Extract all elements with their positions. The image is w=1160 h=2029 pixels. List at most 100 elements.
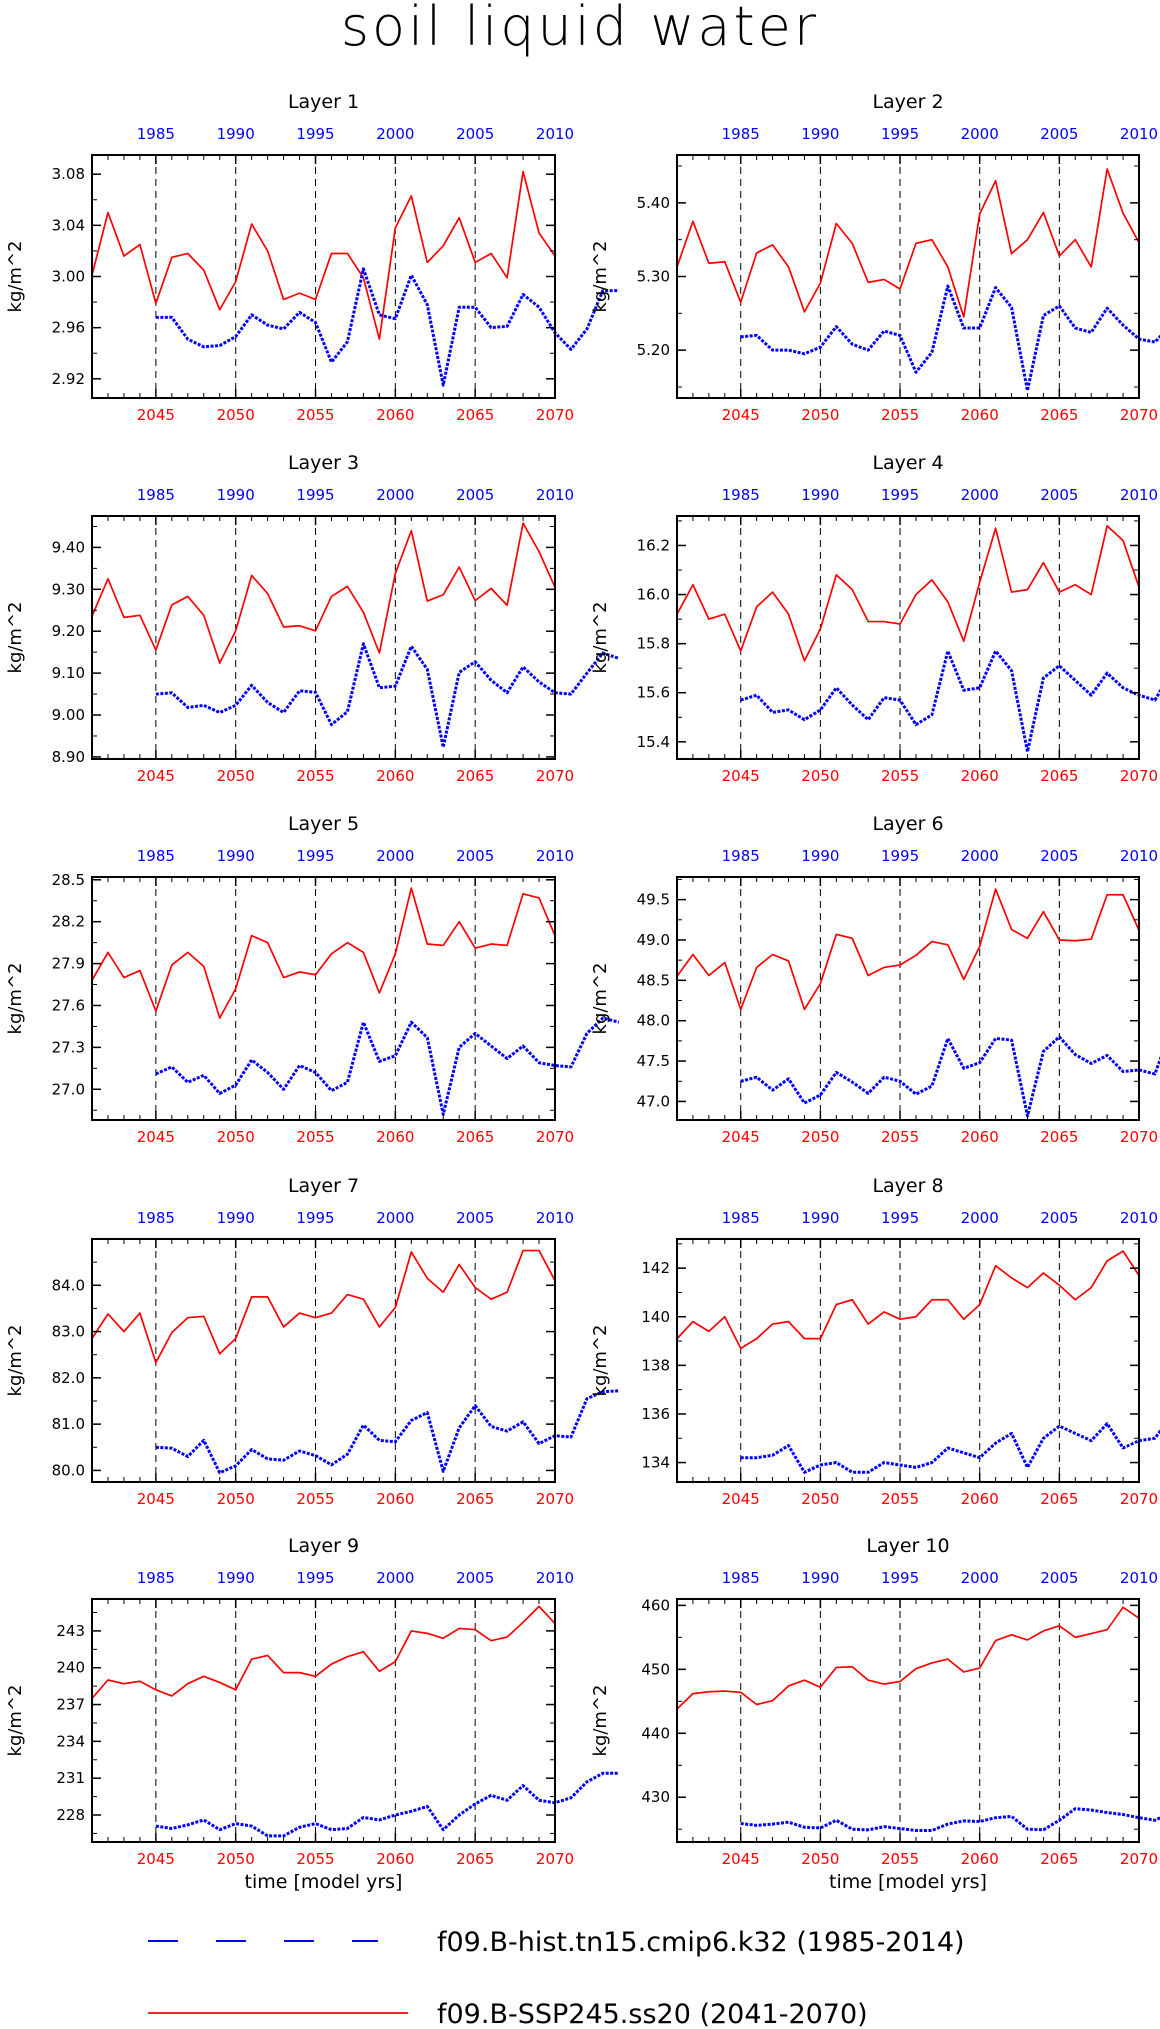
series-ssp245-line — [91, 1605, 556, 1699]
x-tick-label: 2060 — [376, 1850, 414, 1868]
x-tick-label: 2060 — [961, 406, 999, 424]
x-tick-label: 2065 — [1040, 767, 1078, 785]
x-tick-label: 2055 — [296, 767, 334, 785]
y-axis-label: kg/m^2 — [590, 602, 611, 674]
x-tick-label: 2065 — [456, 1128, 494, 1146]
x-tick-label: 2065 — [1040, 1490, 1078, 1508]
y-tick-label: 15.6 — [637, 684, 670, 702]
panel-8: Layer 8 134 136 138 140 142 2045 2050 2055 2060 20… — [590, 1175, 1160, 1508]
top-x-tick-label: 1995 — [296, 1569, 334, 1587]
top-x-tick-label: 2010 — [536, 1209, 574, 1227]
x-tick-label: 2060 — [376, 406, 414, 424]
y-tick-label: 460 — [641, 1596, 670, 1614]
series-hist-line — [740, 1035, 1160, 1118]
x-tick-label: 2070 — [536, 767, 574, 785]
top-x-tick-label: 1995 — [296, 847, 334, 865]
y-tick-label: 27.6 — [52, 996, 85, 1014]
panel-3: Layer 3 8.90 9.00 9.10 9.20 9.30 9.40 2045 2050 2… — [5, 452, 620, 785]
series-hist-line — [740, 1422, 1160, 1474]
x-tick-label: 2055 — [296, 406, 334, 424]
top-x-tick-label: 1990 — [217, 847, 255, 865]
x-tick-label: 2070 — [536, 406, 574, 424]
top-x-tick-label: 1985 — [137, 486, 175, 504]
x-tick-label: 2060 — [376, 767, 414, 785]
panel-title: Layer 5 — [288, 813, 359, 835]
plot-frame — [676, 515, 1140, 760]
top-x-tick-label: 2005 — [1040, 1569, 1078, 1587]
x-tick-label: 2065 — [1040, 1128, 1078, 1146]
y-tick-label: 3.00 — [52, 268, 85, 286]
series-hist-line — [155, 1771, 619, 1838]
y-axis-label: kg/m^2 — [5, 963, 26, 1035]
top-x-tick-label: 1995 — [881, 1569, 919, 1587]
y-tick-label: 27.3 — [52, 1038, 85, 1056]
panel-10: Layer 10 430 440 450 460 2045 2050 2055 2060 2065… — [590, 1535, 1160, 1893]
series-ssp245-line — [91, 522, 556, 664]
y-tick-label: 234 — [56, 1732, 85, 1750]
chart-title: soil liquid water — [341, 0, 819, 58]
top-x-tick-label: 2010 — [1120, 1569, 1158, 1587]
x-axis-label: time [model yrs] — [245, 1871, 403, 1893]
y-tick-label: 15.8 — [637, 635, 670, 653]
top-x-tick-label: 2000 — [961, 847, 999, 865]
y-tick-label: 48.5 — [637, 971, 670, 989]
panel-7: Layer 7 80.0 81.0 82.0 83.0 84.0 2045 2050 2055 2… — [5, 1175, 619, 1508]
top-x-tick-label: 2005 — [1040, 486, 1078, 504]
x-tick-label: 2065 — [1040, 406, 1078, 424]
top-x-tick-label: 1985 — [137, 125, 175, 143]
top-x-tick-label: 2005 — [456, 1569, 494, 1587]
x-tick-label: 2055 — [881, 767, 919, 785]
x-tick-label: 2055 — [881, 406, 919, 424]
y-tick-label: 3.04 — [52, 216, 85, 234]
top-x-tick-label: 2005 — [456, 847, 494, 865]
top-x-tick-label: 2010 — [536, 486, 574, 504]
x-tick-label: 2060 — [961, 1850, 999, 1868]
panel-2: Layer 2 5.20 5.30 5.40 2045 2050 2055 2060 2065 2… — [590, 91, 1160, 424]
top-x-tick-label: 1990 — [217, 125, 255, 143]
x-tick-label: 2050 — [217, 1490, 255, 1508]
plot-frame — [91, 1238, 556, 1483]
y-tick-label: 47.0 — [637, 1092, 670, 1110]
x-tick-label: 2045 — [722, 1490, 760, 1508]
x-tick-label: 2070 — [1120, 1850, 1158, 1868]
x-tick-label: 2045 — [137, 767, 175, 785]
series-ssp245-line — [676, 168, 1140, 318]
x-tick-label: 2060 — [961, 767, 999, 785]
y-tick-label: 9.30 — [52, 580, 85, 598]
panel-5: Layer 5 27.0 27.3 27.6 27.9 28.2 28.5 2045 2050 2… — [5, 813, 620, 1146]
y-tick-label: 47.5 — [637, 1052, 670, 1070]
x-tick-label: 2060 — [961, 1490, 999, 1508]
top-x-tick-label: 1990 — [801, 847, 839, 865]
x-tick-label: 2050 — [801, 1128, 839, 1146]
panel-title: Layer 3 — [288, 452, 359, 474]
x-tick-label: 2065 — [456, 1850, 494, 1868]
plot-frame — [91, 515, 556, 760]
top-x-tick-label: 1985 — [137, 1569, 175, 1587]
y-tick-label: 82.0 — [52, 1369, 85, 1387]
top-x-tick-label: 2005 — [1040, 1209, 1078, 1227]
x-tick-label: 2055 — [881, 1850, 919, 1868]
y-tick-label: 138 — [641, 1356, 670, 1374]
top-x-tick-label: 2000 — [961, 1569, 999, 1587]
series-ssp245-line — [676, 1250, 1140, 1350]
top-x-tick-label: 2005 — [456, 486, 494, 504]
top-x-tick-label: 2005 — [1040, 125, 1078, 143]
top-x-tick-label: 1990 — [801, 125, 839, 143]
top-x-tick-label: 1985 — [722, 125, 760, 143]
x-tick-label: 2050 — [217, 767, 255, 785]
panel-title: Layer 10 — [866, 1535, 949, 1557]
top-x-tick-label: 2010 — [1120, 486, 1158, 504]
y-tick-label: 84.0 — [52, 1276, 85, 1294]
x-tick-label: 2045 — [722, 406, 760, 424]
x-tick-label: 2065 — [1040, 1850, 1078, 1868]
x-tick-label: 2065 — [456, 406, 494, 424]
top-x-tick-label: 1990 — [217, 1569, 255, 1587]
x-tick-label: 2045 — [137, 1850, 175, 1868]
x-tick-label: 2055 — [881, 1490, 919, 1508]
legend-label-2: f09.B-SSP245.ss20 (2041-2070) — [437, 1999, 868, 2029]
x-tick-label: 2050 — [801, 406, 839, 424]
top-x-tick-label: 1990 — [801, 486, 839, 504]
y-tick-label: 3.08 — [52, 165, 85, 183]
x-tick-label: 2055 — [881, 1128, 919, 1146]
panel-title: Layer 7 — [288, 1175, 359, 1197]
